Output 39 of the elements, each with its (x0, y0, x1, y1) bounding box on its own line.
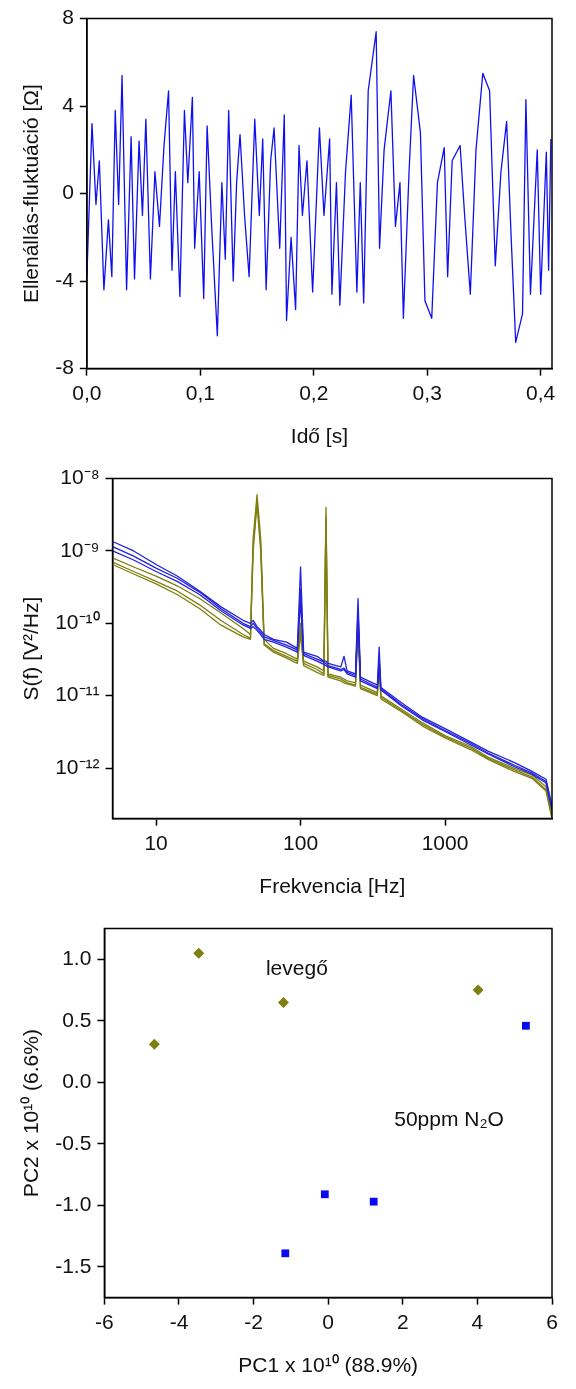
y-tick-label: 8 (62, 5, 74, 29)
annotation: levegő (265, 955, 328, 979)
y-axis-title: S(f) [V²/Hz] (19, 596, 43, 701)
y-tick-label: -4 (55, 267, 75, 291)
y-tick-label: 0 (62, 180, 74, 204)
x-tick-label: 100 (283, 831, 319, 854)
x-axis-title: Frekvencia [Hz] (259, 874, 406, 898)
x-tick-label: -6 (95, 1310, 114, 1333)
y-tick-label: 0.5 (62, 1007, 92, 1031)
x-tick-label: 0,2 (299, 381, 329, 404)
y-tick-label: 10⁻¹⁰ (55, 610, 100, 634)
y-tick-label: 10⁻⁸ (60, 465, 100, 489)
x-tick-label: 10 (144, 831, 168, 854)
x-tick-label: 2 (396, 1310, 409, 1333)
y-tick-label: 1.0 (62, 946, 92, 970)
y-tick-label: -0.5 (55, 1130, 92, 1154)
x-tick-label: 0,3 (412, 381, 442, 404)
y-axis-title: Ellenállás-fluktuáció [Ω] (19, 84, 43, 304)
x-tick-label: -2 (244, 1310, 263, 1333)
x-tick-label: 0,1 (185, 381, 215, 404)
y-tick-label: 10⁻¹² (55, 754, 100, 778)
x-tick-label: 0,0 (72, 381, 102, 404)
x-tick-label: 4 (471, 1310, 484, 1333)
x-tick-label: 0 (322, 1310, 335, 1333)
y-tick-label: 4 (62, 92, 75, 116)
y-tick-label: -1.0 (55, 1192, 92, 1216)
x-axis-title: PC1 x 10¹⁰ (88.9%) (238, 1353, 419, 1377)
x-tick-label: 0,4 (526, 381, 556, 404)
y-tick-label: 10⁻⁹ (60, 537, 100, 561)
y-tick-label: -8 (55, 355, 74, 379)
y-tick-label: 10⁻¹¹ (55, 682, 100, 706)
y-tick-label: -1.5 (55, 1253, 92, 1277)
annotation: 50ppm N₂O (394, 1107, 504, 1131)
x-tick-label: 1000 (421, 831, 469, 854)
y-axis-title: PC2 x 10¹⁰ (6.6%) (19, 1029, 43, 1198)
x-axis-title: Idő [s] (290, 424, 349, 448)
x-tick-label: 6 (546, 1310, 558, 1333)
y-tick-label: 0.0 (62, 1069, 92, 1093)
x-tick-label: -4 (169, 1310, 189, 1333)
